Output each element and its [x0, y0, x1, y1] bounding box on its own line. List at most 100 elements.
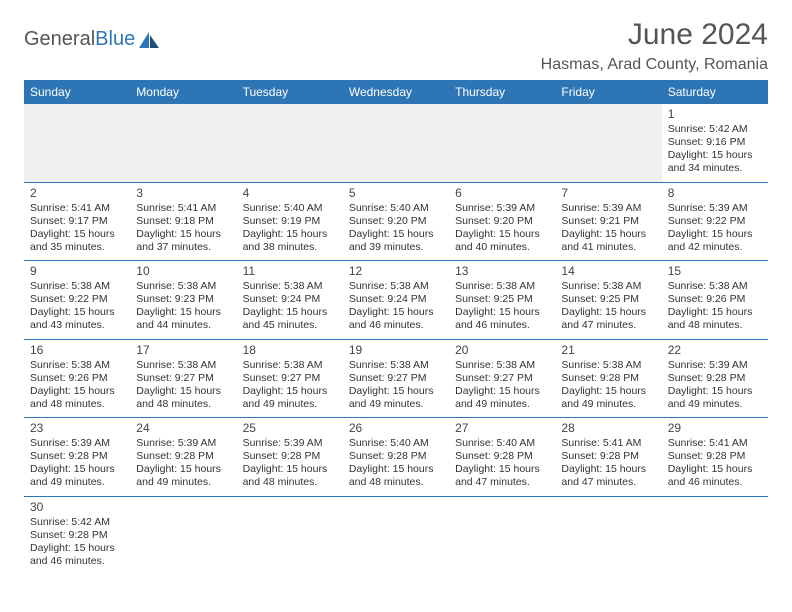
sunrise-text: Sunrise: 5:40 AM: [349, 437, 443, 450]
sunset-text: Sunset: 9:27 PM: [455, 372, 549, 385]
daylight-text: and 46 minutes.: [30, 555, 124, 568]
sunrise-text: Sunrise: 5:41 AM: [136, 202, 230, 215]
calendar-cell: 5Sunrise: 5:40 AMSunset: 9:20 PMDaylight…: [343, 182, 449, 261]
daylight-text: Daylight: 15 hours: [243, 463, 337, 476]
calendar-cell: 22Sunrise: 5:39 AMSunset: 9:28 PMDayligh…: [662, 339, 768, 418]
calendar-cell: 16Sunrise: 5:38 AMSunset: 9:26 PMDayligh…: [24, 339, 130, 418]
day-number: 15: [668, 264, 762, 279]
daylight-text: and 38 minutes.: [243, 241, 337, 254]
daylight-text: and 49 minutes.: [455, 398, 549, 411]
sunset-text: Sunset: 9:22 PM: [668, 215, 762, 228]
sunset-text: Sunset: 9:21 PM: [561, 215, 655, 228]
daylight-text: Daylight: 15 hours: [349, 306, 443, 319]
daylight-text: Daylight: 15 hours: [136, 463, 230, 476]
day-number: 2: [30, 186, 124, 201]
daylight-text: Daylight: 15 hours: [561, 228, 655, 241]
calendar-row: 30Sunrise: 5:42 AMSunset: 9:28 PMDayligh…: [24, 496, 768, 574]
daylight-text: Daylight: 15 hours: [136, 228, 230, 241]
day-number: 30: [30, 500, 124, 515]
daylight-text: and 49 minutes.: [243, 398, 337, 411]
daylight-text: Daylight: 15 hours: [136, 385, 230, 398]
sunrise-text: Sunrise: 5:38 AM: [349, 359, 443, 372]
calendar-cell: 2Sunrise: 5:41 AMSunset: 9:17 PMDaylight…: [24, 182, 130, 261]
calendar-row: 9Sunrise: 5:38 AMSunset: 9:22 PMDaylight…: [24, 261, 768, 340]
sunset-text: Sunset: 9:22 PM: [30, 293, 124, 306]
daylight-text: Daylight: 15 hours: [30, 542, 124, 555]
day-number: 19: [349, 343, 443, 358]
daylight-text: Daylight: 15 hours: [668, 385, 762, 398]
calendar-cell: 28Sunrise: 5:41 AMSunset: 9:28 PMDayligh…: [555, 418, 661, 497]
daylight-text: and 49 minutes.: [561, 398, 655, 411]
calendar-cell: [237, 104, 343, 182]
day-number: 11: [243, 264, 337, 279]
day-number: 9: [30, 264, 124, 279]
daylight-text: and 49 minutes.: [30, 476, 124, 489]
sail-icon: [139, 32, 161, 48]
sunrise-text: Sunrise: 5:39 AM: [668, 359, 762, 372]
sunset-text: Sunset: 9:20 PM: [349, 215, 443, 228]
calendar-cell: 7Sunrise: 5:39 AMSunset: 9:21 PMDaylight…: [555, 182, 661, 261]
daylight-text: and 49 minutes.: [349, 398, 443, 411]
sunrise-text: Sunrise: 5:40 AM: [455, 437, 549, 450]
calendar-cell: 3Sunrise: 5:41 AMSunset: 9:18 PMDaylight…: [130, 182, 236, 261]
calendar-cell: 21Sunrise: 5:38 AMSunset: 9:28 PMDayligh…: [555, 339, 661, 418]
calendar-cell: 27Sunrise: 5:40 AMSunset: 9:28 PMDayligh…: [449, 418, 555, 497]
weekday-wed: Wednesday: [343, 80, 449, 104]
sunrise-text: Sunrise: 5:38 AM: [668, 280, 762, 293]
calendar-cell: 9Sunrise: 5:38 AMSunset: 9:22 PMDaylight…: [24, 261, 130, 340]
daylight-text: and 49 minutes.: [136, 476, 230, 489]
daylight-text: and 48 minutes.: [668, 319, 762, 332]
sunset-text: Sunset: 9:28 PM: [30, 529, 124, 542]
calendar-cell: 23Sunrise: 5:39 AMSunset: 9:28 PMDayligh…: [24, 418, 130, 497]
day-number: 10: [136, 264, 230, 279]
sunrise-text: Sunrise: 5:39 AM: [455, 202, 549, 215]
calendar-cell: 18Sunrise: 5:38 AMSunset: 9:27 PMDayligh…: [237, 339, 343, 418]
sunset-text: Sunset: 9:27 PM: [136, 372, 230, 385]
daylight-text: Daylight: 15 hours: [668, 306, 762, 319]
sunset-text: Sunset: 9:24 PM: [349, 293, 443, 306]
header: GeneralBlue June 2024 Hasmas, Arad Count…: [24, 18, 768, 74]
calendar-cell: 14Sunrise: 5:38 AMSunset: 9:25 PMDayligh…: [555, 261, 661, 340]
brand-logo: GeneralBlue: [24, 28, 161, 51]
daylight-text: and 48 minutes.: [349, 476, 443, 489]
daylight-text: Daylight: 15 hours: [668, 228, 762, 241]
day-number: 22: [668, 343, 762, 358]
sunrise-text: Sunrise: 5:38 AM: [243, 359, 337, 372]
calendar-row: 1Sunrise: 5:42 AMSunset: 9:16 PMDaylight…: [24, 104, 768, 182]
daylight-text: and 43 minutes.: [30, 319, 124, 332]
day-number: 23: [30, 421, 124, 436]
weekday-sat: Saturday: [662, 80, 768, 104]
day-number: 12: [349, 264, 443, 279]
sunset-text: Sunset: 9:27 PM: [349, 372, 443, 385]
calendar-cell: [130, 104, 236, 182]
daylight-text: and 39 minutes.: [349, 241, 443, 254]
daylight-text: and 46 minutes.: [349, 319, 443, 332]
calendar-cell: 10Sunrise: 5:38 AMSunset: 9:23 PMDayligh…: [130, 261, 236, 340]
weekday-thu: Thursday: [449, 80, 555, 104]
calendar-cell: [555, 496, 661, 574]
calendar-cell: [24, 104, 130, 182]
daylight-text: Daylight: 15 hours: [30, 306, 124, 319]
calendar-cell: 29Sunrise: 5:41 AMSunset: 9:28 PMDayligh…: [662, 418, 768, 497]
daylight-text: and 44 minutes.: [136, 319, 230, 332]
daylight-text: Daylight: 15 hours: [455, 463, 549, 476]
sunset-text: Sunset: 9:20 PM: [455, 215, 549, 228]
sunrise-text: Sunrise: 5:38 AM: [349, 280, 443, 293]
sunset-text: Sunset: 9:25 PM: [455, 293, 549, 306]
sunset-text: Sunset: 9:28 PM: [561, 372, 655, 385]
daylight-text: Daylight: 15 hours: [561, 306, 655, 319]
sunset-text: Sunset: 9:28 PM: [455, 450, 549, 463]
day-number: 4: [243, 186, 337, 201]
sunrise-text: Sunrise: 5:39 AM: [668, 202, 762, 215]
daylight-text: and 46 minutes.: [455, 319, 549, 332]
sunrise-text: Sunrise: 5:38 AM: [30, 280, 124, 293]
calendar-cell: 8Sunrise: 5:39 AMSunset: 9:22 PMDaylight…: [662, 182, 768, 261]
sunrise-text: Sunrise: 5:39 AM: [136, 437, 230, 450]
sunrise-text: Sunrise: 5:38 AM: [561, 359, 655, 372]
sunset-text: Sunset: 9:28 PM: [668, 450, 762, 463]
calendar-table: Sunday Monday Tuesday Wednesday Thursday…: [24, 80, 768, 574]
calendar-cell: 20Sunrise: 5:38 AMSunset: 9:27 PMDayligh…: [449, 339, 555, 418]
sunset-text: Sunset: 9:18 PM: [136, 215, 230, 228]
sunrise-text: Sunrise: 5:42 AM: [30, 516, 124, 529]
calendar-cell: 11Sunrise: 5:38 AMSunset: 9:24 PMDayligh…: [237, 261, 343, 340]
